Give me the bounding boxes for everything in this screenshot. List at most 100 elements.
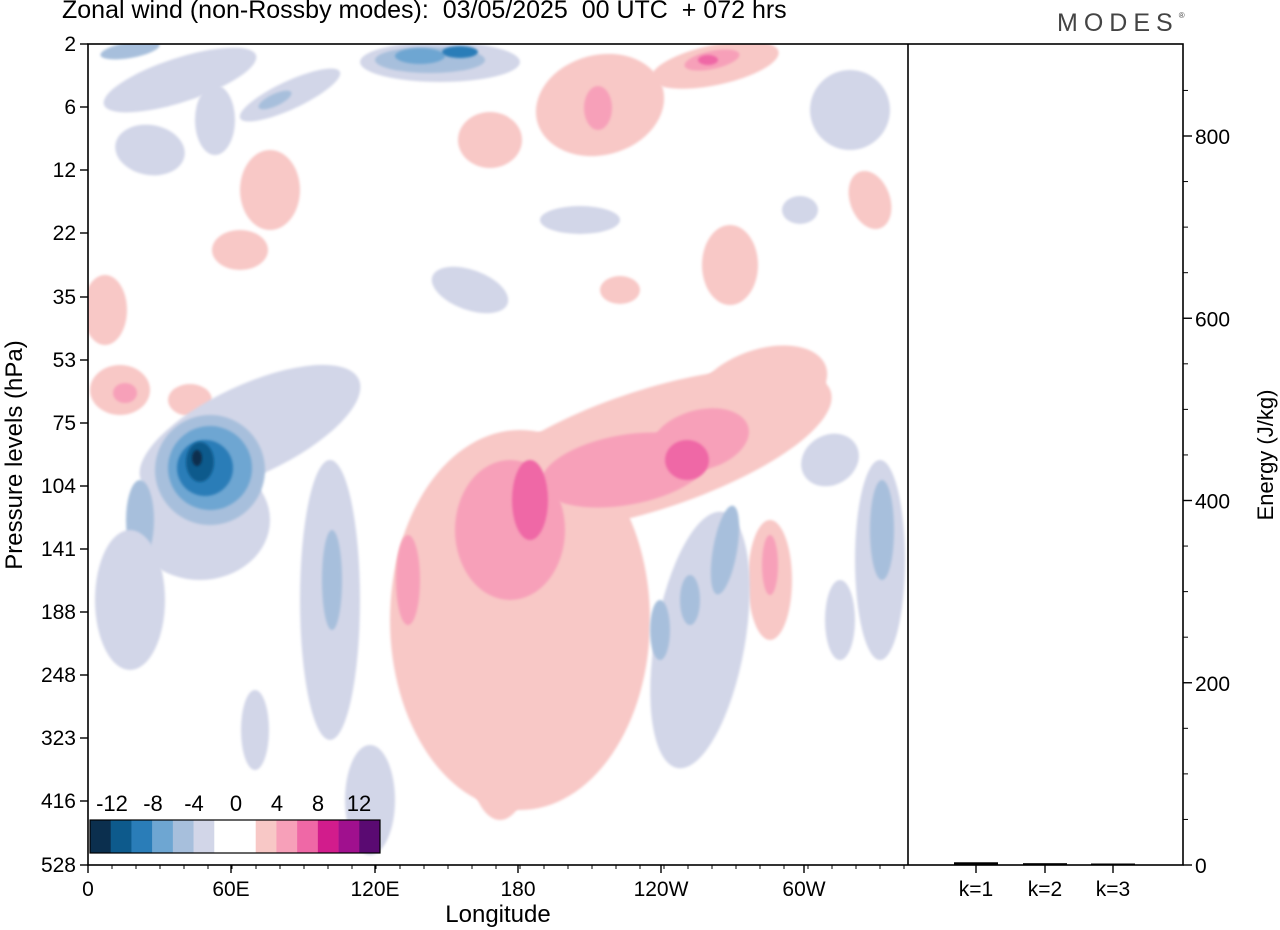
x-tick-label: 120W [634, 878, 689, 901]
contour-region [240, 150, 300, 230]
contour-region [710, 505, 740, 595]
energy-tick-label: 0 [1195, 855, 1207, 878]
y-tick-label: 323 [41, 727, 76, 750]
y-tick-label: 141 [41, 538, 76, 561]
y-tick-label: 416 [41, 790, 76, 813]
x-axis-label: Longitude [445, 901, 550, 928]
contour-region [192, 450, 202, 466]
contour-region [431, 266, 509, 314]
y-axis-label: Pressure levels (hPa) [1, 340, 28, 569]
energy-bar [1091, 863, 1135, 865]
x-tick-label: 120E [350, 878, 399, 901]
contour-region [195, 85, 235, 155]
colorbar-swatch [110, 820, 132, 853]
contour-region [88, 275, 127, 345]
y-tick-label: 104 [41, 475, 76, 498]
colorbar-swatch [297, 820, 319, 853]
contour-region [258, 90, 292, 110]
contour-region [762, 535, 778, 595]
colorbar-swatch [276, 820, 298, 853]
colorbar-label: 4 [271, 791, 283, 816]
y-tick-label: 75 [53, 412, 76, 435]
x-tick-label: 180 [500, 878, 535, 901]
energy-category-label: k=3 [1096, 878, 1130, 901]
contour-region [848, 170, 892, 230]
contour-region [540, 206, 620, 234]
contour-region [665, 440, 709, 480]
energy-tick-label: 400 [1195, 491, 1230, 514]
y-tick-label: 188 [41, 601, 76, 624]
contour-region [702, 225, 758, 305]
colorbar-swatch [317, 820, 339, 853]
contour-region [113, 383, 137, 403]
x-axis: 0 60E 120E 180 120W 60W Longitude [82, 865, 905, 928]
y-tick-label: 528 [41, 854, 76, 877]
contour-region [870, 480, 894, 580]
colorbar: -12 -8 -4 0 4 8 12 [89, 791, 381, 854]
colorbar-swatch [255, 820, 277, 853]
y-tick-label: 2 [64, 33, 76, 56]
contour-region [212, 230, 268, 270]
x-tick-label: 60E [212, 878, 249, 901]
contour-region [605, 680, 625, 740]
x-tick-label: 0 [82, 878, 94, 901]
contour-region [801, 433, 859, 487]
y-tick-label: 6 [64, 96, 76, 119]
contour-region [584, 86, 612, 130]
contour-region [810, 70, 890, 150]
colorbar-swatch [193, 820, 215, 853]
contour-region [698, 55, 718, 65]
contour-region [680, 575, 700, 625]
colorbar-label: 12 [347, 791, 371, 816]
contour-region [115, 124, 185, 176]
colorbar-label: -12 [96, 791, 128, 816]
y-axis: 2 6 12 22 35 53 75 104 141 188 248 323 416 528 Pressur… [1, 33, 88, 877]
modes-logo: MODES® [1057, 9, 1185, 37]
colorbar-swatch [172, 820, 194, 853]
energy-tick-label: 800 [1195, 126, 1230, 149]
colorbar-swatch [90, 820, 112, 853]
contour-region [650, 600, 670, 660]
contour-region [95, 530, 165, 670]
energy-tick-label: 200 [1195, 673, 1230, 696]
y-tick-label: 12 [53, 159, 76, 182]
contour-region [442, 46, 478, 58]
energy-bar [954, 862, 998, 865]
y-tick-label: 22 [53, 222, 76, 245]
contour-region [470, 700, 530, 820]
colorbar-label: -4 [184, 791, 204, 816]
energy-axis-label: Energy (J/kg) [1253, 390, 1278, 521]
energy-bar-chart: 0 200 400 600 800 Energy (J/kg) k=1 k=2 k=3 [954, 89, 1278, 901]
colorbar-label: -8 [143, 791, 163, 816]
colorbar-swatch [214, 820, 236, 853]
colorbar-swatch [359, 820, 381, 853]
energy-category-label: k=1 [959, 878, 993, 901]
colorbar-label: 0 [230, 791, 242, 816]
contour-region [512, 460, 548, 540]
contour-region [825, 580, 855, 660]
contour-region [600, 276, 640, 304]
x-tick-label: 60W [782, 878, 825, 901]
contour-region [458, 112, 522, 168]
energy-category-label: k=2 [1028, 878, 1062, 901]
colorbar-swatch [131, 820, 153, 853]
contour-region [241, 690, 269, 770]
colorbar-border [89, 819, 381, 854]
colorbar-label: 8 [312, 791, 324, 816]
colorbar-swatch [152, 820, 174, 853]
contour-region [103, 47, 257, 113]
y-tick-label: 248 [41, 664, 76, 687]
y-tick-label: 53 [53, 349, 76, 372]
contour-region [782, 196, 818, 224]
colorbar-swatch [235, 820, 257, 853]
colorbar-swatch [338, 820, 360, 853]
chart-title: Zonal wind (non-Rossby modes): 03/05/202… [62, 0, 787, 24]
heatmap-field [88, 44, 905, 855]
contour-region [396, 535, 420, 625]
y-tick-label: 35 [53, 286, 76, 309]
energy-tick-label: 600 [1195, 308, 1230, 331]
contour-region [100, 44, 160, 60]
energy-bar [1023, 863, 1067, 865]
contour-region [395, 48, 445, 64]
